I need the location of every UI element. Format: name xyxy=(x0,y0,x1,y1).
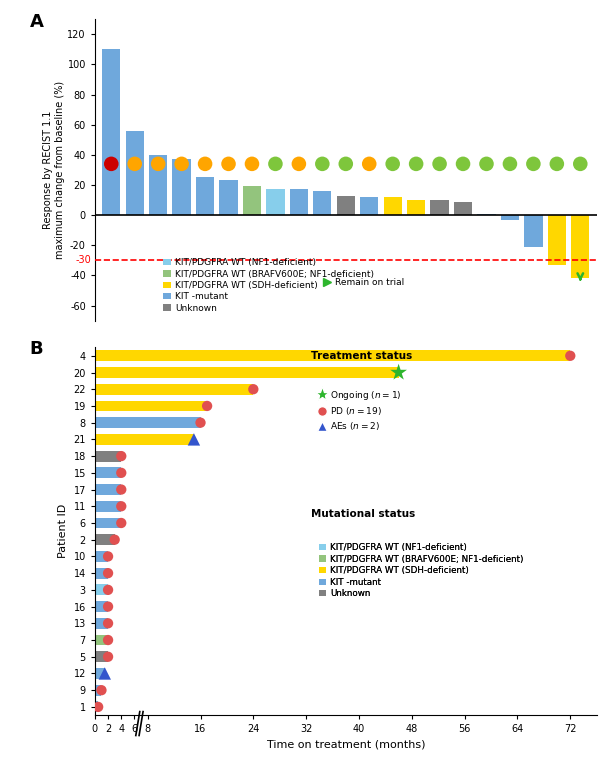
Bar xyxy=(95,367,398,378)
Point xyxy=(458,158,468,170)
Point xyxy=(223,158,233,170)
Bar xyxy=(430,200,449,215)
Point xyxy=(341,158,351,170)
Bar xyxy=(95,467,121,478)
Point xyxy=(394,366,403,379)
Point xyxy=(100,667,110,679)
Point xyxy=(103,584,113,596)
Bar xyxy=(95,568,108,578)
Point xyxy=(103,634,113,646)
Point xyxy=(505,158,515,170)
Point xyxy=(552,158,562,170)
Point xyxy=(388,158,398,170)
Point xyxy=(200,158,210,170)
Bar xyxy=(313,191,332,215)
Bar xyxy=(196,177,214,215)
Bar xyxy=(95,551,108,562)
Bar xyxy=(337,196,355,215)
Point xyxy=(196,417,206,429)
Point xyxy=(294,158,304,170)
Bar xyxy=(95,702,98,712)
X-axis label: Time on treatment (months): Time on treatment (months) xyxy=(267,740,425,750)
Point xyxy=(202,400,212,412)
Point xyxy=(116,500,126,513)
Point xyxy=(153,158,163,170)
Point xyxy=(116,467,126,479)
Bar xyxy=(219,181,237,215)
Point xyxy=(103,651,113,663)
Bar xyxy=(95,618,108,629)
Bar xyxy=(95,401,207,412)
Bar xyxy=(477,213,496,215)
Point xyxy=(130,158,140,170)
Bar xyxy=(95,350,570,361)
Bar xyxy=(548,215,566,265)
Bar xyxy=(95,651,108,662)
Point xyxy=(482,158,491,170)
Point xyxy=(106,158,116,170)
Text: B: B xyxy=(29,340,43,358)
Bar xyxy=(102,49,121,215)
Bar xyxy=(95,434,194,444)
Point xyxy=(116,517,126,529)
Bar xyxy=(95,534,114,545)
Bar xyxy=(95,668,105,679)
Point xyxy=(364,158,374,170)
Point xyxy=(529,158,539,170)
Text: -30: -30 xyxy=(76,256,91,265)
Bar xyxy=(95,685,102,695)
Bar xyxy=(360,197,378,215)
Point xyxy=(97,684,106,696)
Point xyxy=(411,158,421,170)
Y-axis label: Patient ID: Patient ID xyxy=(58,504,68,558)
Bar xyxy=(95,518,121,529)
Bar xyxy=(95,384,253,395)
Point xyxy=(271,158,280,170)
Bar xyxy=(524,215,542,247)
Legend: KIT/PDGFRA WT (NF1-deficient), KIT/PDGFRA WT (BRAFV600E; NF1-deficient), KIT/PDG: KIT/PDGFRA WT (NF1-deficient), KIT/PDGFR… xyxy=(315,539,527,602)
Point xyxy=(318,158,327,170)
Point xyxy=(110,534,119,546)
Point xyxy=(103,601,113,613)
Bar xyxy=(173,159,191,215)
Bar xyxy=(95,417,201,428)
Point xyxy=(103,567,113,579)
Point xyxy=(103,617,113,630)
Point xyxy=(93,701,103,713)
Bar xyxy=(95,484,121,495)
Bar xyxy=(384,197,402,215)
Point xyxy=(247,158,257,170)
Bar xyxy=(454,201,472,215)
Text: A: A xyxy=(29,13,43,31)
Bar xyxy=(95,601,108,612)
Bar xyxy=(571,215,589,278)
Point xyxy=(575,158,585,170)
Point xyxy=(435,158,444,170)
Text: Mutational status: Mutational status xyxy=(311,509,415,519)
Point xyxy=(565,350,575,362)
Bar xyxy=(266,190,285,215)
Text: Treatment status: Treatment status xyxy=(311,351,412,361)
Point xyxy=(248,383,258,396)
Point xyxy=(103,550,113,562)
Point xyxy=(177,158,187,170)
Bar xyxy=(95,501,121,512)
Bar xyxy=(149,155,167,215)
Point xyxy=(189,433,199,445)
Bar xyxy=(407,200,425,215)
Bar xyxy=(95,635,108,646)
Bar xyxy=(95,584,108,595)
Bar xyxy=(125,131,144,215)
Bar xyxy=(243,187,261,215)
Point xyxy=(116,450,126,462)
Bar xyxy=(95,451,121,461)
Legend: Choi PR (10/21), Choi SD (10/21), Choi PD (1/21): Choi PR (10/21), Choi SD (10/21), Choi P… xyxy=(160,403,246,443)
Y-axis label: Response by RECIST 1.1
maximum change from baseline (%): Response by RECIST 1.1 maximum change fr… xyxy=(43,81,64,259)
Bar xyxy=(501,215,519,220)
Point xyxy=(116,483,126,496)
Bar xyxy=(289,190,308,215)
